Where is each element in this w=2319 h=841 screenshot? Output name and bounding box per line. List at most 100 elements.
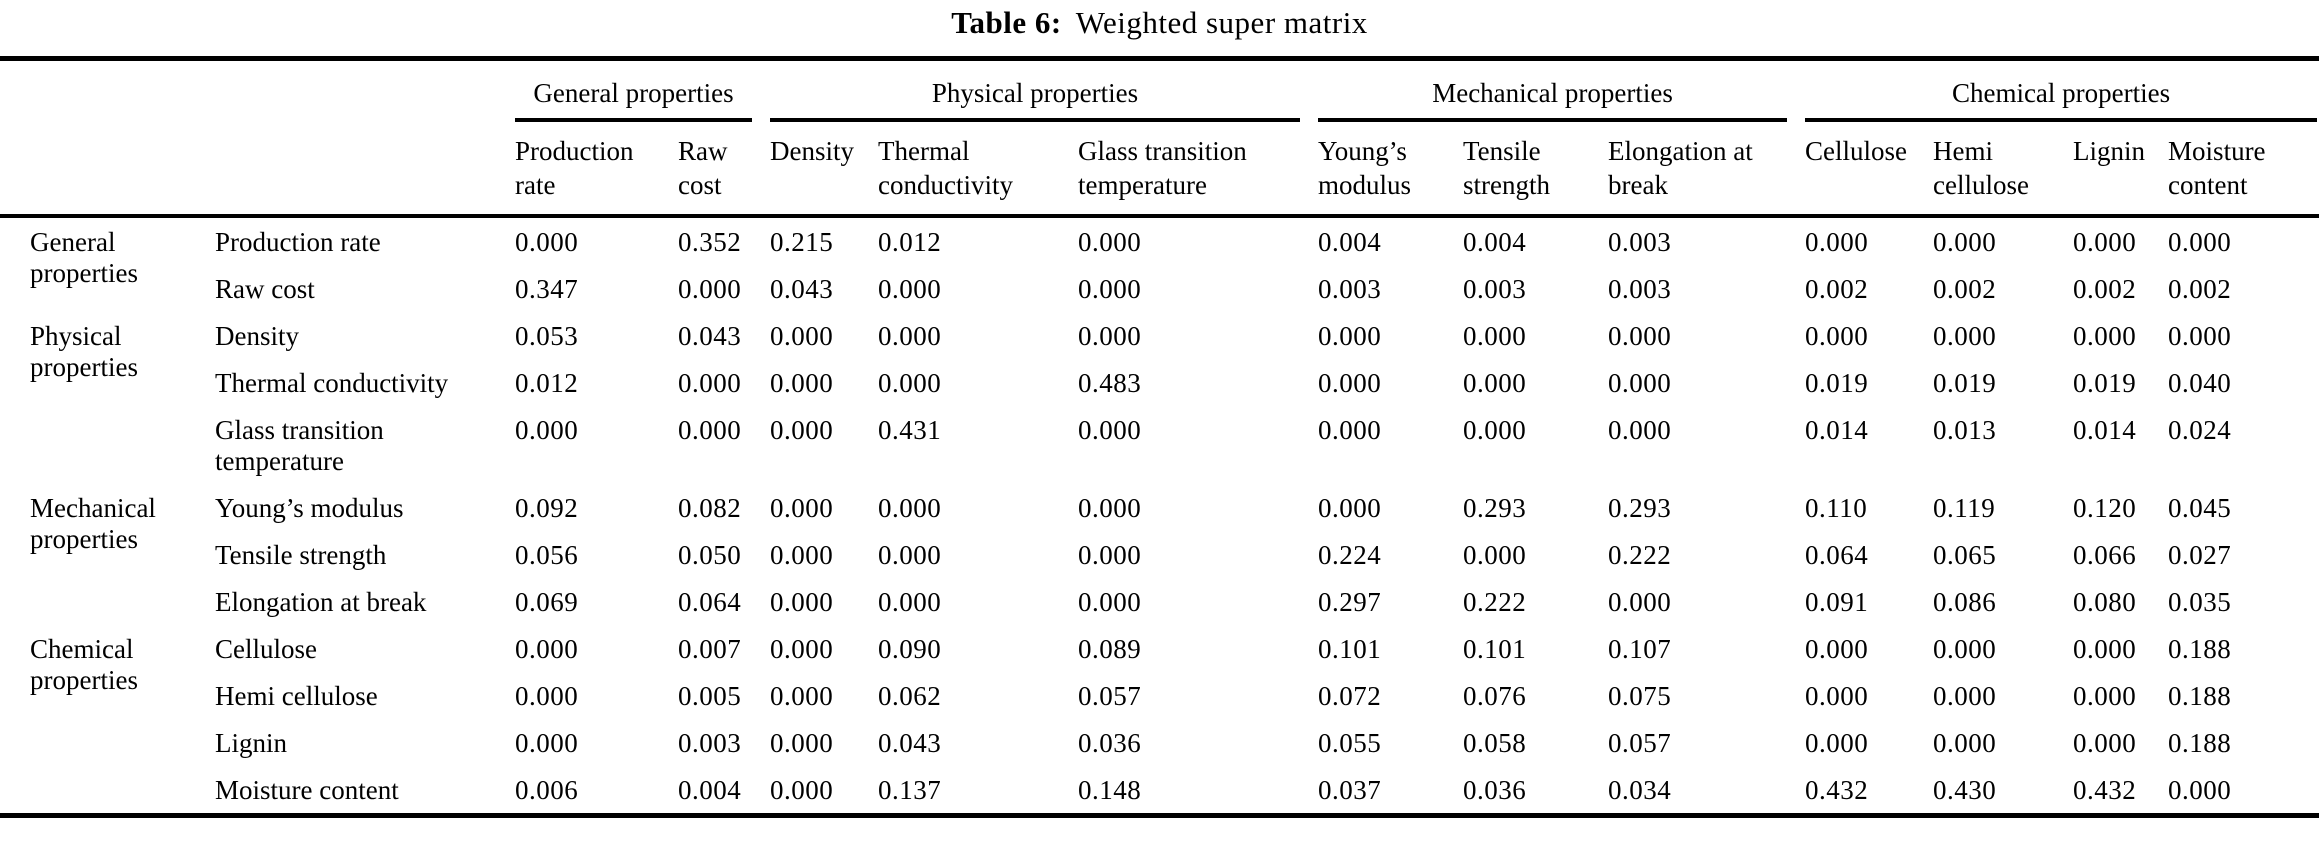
row-label: Glass transition temperature (215, 415, 384, 476)
value-cell: 0.019 (1805, 368, 1869, 398)
value-cell: 0.000 (1608, 321, 1672, 351)
value-cell: 0.000 (1805, 321, 1869, 351)
value-cell: 0.000 (770, 681, 834, 711)
value-cell: 0.000 (515, 634, 579, 664)
value-cell: 0.000 (1933, 634, 1997, 664)
value-cell: 0.000 (1463, 321, 1527, 351)
value-cell: 0.000 (2073, 321, 2137, 351)
table-row: Mechanical properties Young’s modulus 0.09… (0, 484, 2319, 554)
value-cell: 0.000 (1318, 493, 1382, 523)
value-cell: 0.003 (1463, 274, 1527, 304)
value-cell: 0.057 (1608, 728, 1672, 758)
column-group-label: Physical properties (770, 61, 1301, 122)
value-cell: 0.000 (770, 493, 834, 523)
value-cell: 0.000 (1933, 321, 1997, 351)
value-cell: 0.086 (1933, 587, 1997, 617)
table-row: Thermal conductivity 0.012 0.000 0.000 0.000… (0, 359, 2319, 406)
value-cell: 0.043 (770, 274, 834, 304)
value-cell: 0.293 (1608, 493, 1672, 523)
value-cell: 0.000 (1078, 540, 1142, 570)
value-cell: 0.076 (1463, 681, 1527, 711)
value-cell: 0.006 (515, 775, 579, 805)
row-label: Production rate (215, 227, 381, 257)
value-cell: 0.000 (2168, 227, 2232, 257)
value-cell: 0.035 (2168, 587, 2232, 617)
value-cell: 0.215 (770, 227, 834, 257)
value-cell: 0.090 (878, 634, 942, 664)
table-body: General properties Production rate 0.000 0.… (0, 216, 2319, 816)
value-cell: 0.297 (1318, 587, 1382, 617)
value-cell: 0.000 (515, 415, 579, 445)
value-cell: 0.002 (2073, 274, 2137, 304)
value-cell: 0.000 (878, 274, 942, 304)
value-cell: 0.000 (1463, 368, 1527, 398)
value-cell: 0.000 (2168, 775, 2232, 805)
table-title: Table 6: Weighted super matrix (0, 0, 2319, 41)
column-group-label: General properties (515, 61, 752, 122)
value-cell: 0.000 (878, 540, 942, 570)
value-cell: 0.000 (1933, 681, 1997, 711)
value-cell: 0.000 (878, 321, 942, 351)
value-cell: 0.003 (678, 728, 742, 758)
value-cell: 0.224 (1318, 540, 1382, 570)
row-label: Raw cost (215, 274, 315, 304)
value-cell: 0.000 (1805, 634, 1869, 664)
value-cell: 0.000 (1318, 321, 1382, 351)
value-cell: 0.056 (515, 540, 579, 570)
value-cell: 0.043 (678, 321, 742, 351)
value-cell: 0.431 (878, 415, 942, 445)
value-cell: 0.352 (678, 227, 742, 257)
row-label: Density (215, 321, 299, 351)
value-cell: 0.000 (1933, 728, 1997, 758)
value-cell: 0.013 (1933, 415, 1997, 445)
value-cell: 0.110 (1805, 493, 1868, 523)
value-cell: 0.007 (678, 634, 742, 664)
value-cell: 0.000 (770, 728, 834, 758)
table-row: Raw cost 0.347 0.000 0.043 0.000 0.000 0.003 0.… (0, 265, 2319, 312)
value-cell: 0.005 (678, 681, 742, 711)
value-cell: 0.043 (878, 728, 942, 758)
value-cell: 0.091 (1805, 587, 1869, 617)
value-cell: 0.036 (1463, 775, 1527, 805)
column-group-label: Chemical properties (1805, 61, 2318, 122)
table-row: Physical properties Density 0.053 0.043 0.00… (0, 312, 2319, 382)
value-cell: 0.040 (2168, 368, 2232, 398)
value-cell: 0.019 (2073, 368, 2137, 398)
value-cell: 0.000 (678, 368, 742, 398)
row-label: Elongation at break (215, 587, 427, 617)
value-cell: 0.000 (2168, 321, 2232, 351)
value-cell: 0.075 (1608, 681, 1672, 711)
value-cell: 0.014 (2073, 415, 2137, 445)
value-cell: 0.432 (1805, 775, 1869, 805)
row-label: Tensile strength (215, 540, 387, 570)
value-cell: 0.037 (1318, 775, 1382, 805)
value-cell: 0.000 (770, 540, 834, 570)
value-cell: 0.069 (515, 587, 579, 617)
value-cell: 0.222 (1608, 540, 1672, 570)
value-cell: 0.000 (678, 415, 742, 445)
value-cell: 0.000 (878, 587, 942, 617)
column-header-raw-cost: Raw cost (678, 122, 770, 218)
row-label: Cellulose (215, 634, 317, 664)
value-cell: 0.000 (878, 368, 942, 398)
value-cell: 0.000 (678, 274, 742, 304)
column-group-label: Mechanical properties (1318, 61, 1788, 122)
table-row: General properties Production rate 0.000 0.… (0, 216, 2319, 288)
column-header-production-rate: Production rate (515, 122, 678, 218)
value-cell: 0.000 (515, 227, 579, 257)
table-row: Elongation at break 0.069 0.064 0.000 0.000 0… (0, 578, 2319, 625)
value-cell: 0.000 (1078, 321, 1142, 351)
column-group-mechanical: Mechanical properties (1318, 59, 1805, 122)
value-cell: 0.045 (2168, 493, 2232, 523)
column-header-lignin: Lignin (2073, 122, 2169, 218)
value-cell: 0.004 (1463, 227, 1527, 257)
value-cell: 0.000 (1805, 728, 1869, 758)
value-cell: 0.036 (1078, 728, 1142, 758)
value-cell: 0.000 (1078, 415, 1142, 445)
table-title-text: Weighted super matrix (1075, 5, 1368, 40)
value-cell: 0.000 (1805, 681, 1869, 711)
row-group-label: Physical properties (30, 321, 138, 382)
value-cell: 0.053 (515, 321, 579, 351)
row-label: Hemi cellulose (215, 681, 378, 711)
